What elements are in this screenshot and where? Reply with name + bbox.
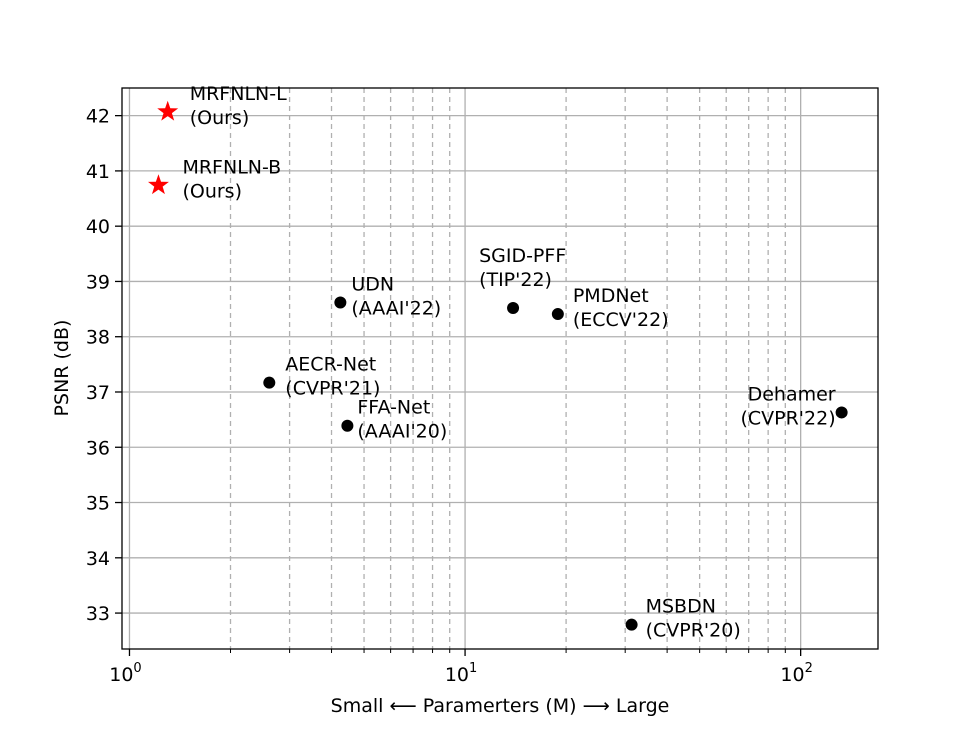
x-tick-label: 102 <box>780 661 812 686</box>
x-axis-label: Small ⟵ Paramerters (M) ⟶ Large <box>331 695 670 717</box>
y-tick-label: 33 <box>86 603 110 625</box>
point-note-mrfnln-b: (Ours) <box>182 180 242 202</box>
point-circle-udn <box>334 296 347 309</box>
x-tick-label: 100 <box>109 661 141 686</box>
y-tick-label: 38 <box>86 327 110 349</box>
point-note-sgid-pff: (TIP'22) <box>479 269 552 291</box>
x-tick-exponent: 1 <box>469 661 477 676</box>
point-label-msbdn: MSBDN <box>646 596 716 618</box>
plot-frame <box>121 87 879 650</box>
point-star-mrfnln-b <box>148 174 169 195</box>
point-label-pmdnet: PMDNet <box>573 285 649 307</box>
point-circle-aecr-net <box>263 376 276 389</box>
y-tick-label: 39 <box>86 271 110 293</box>
point-layer: MRFNLN-L(Ours)MRFNLN-B(Ours)UDN(AAAI'22)… <box>148 83 848 642</box>
x-tick-exponent: 0 <box>133 661 141 676</box>
point-note-msbdn: (CVPR'20) <box>646 620 741 642</box>
y-tick-label: 36 <box>86 437 110 459</box>
point-circle-msbdn <box>625 618 638 631</box>
x-tick-exponent: 2 <box>805 661 813 676</box>
y-tick-label: 41 <box>86 161 110 183</box>
point-note-aecr-net: (CVPR'21) <box>285 378 380 400</box>
point-note-dehamer: (CVPR'22) <box>740 407 835 429</box>
y-axis-label: PSNR (dB) <box>51 320 73 417</box>
point-circle-pmdnet <box>551 308 564 321</box>
point-note-mrfnln-l: (Ours) <box>190 107 250 129</box>
point-label-mrfnln-b: MRFNLN-B <box>182 156 281 178</box>
point-label-sgid-pff: SGID-PFF <box>479 245 566 267</box>
y-tick-label: 42 <box>86 106 110 128</box>
point-note-pmdnet: (ECCV'22) <box>573 309 669 331</box>
grid-layer <box>122 88 878 649</box>
point-label-aecr-net: AECR-Net <box>285 354 376 376</box>
point-circle-ffa-net <box>341 419 354 432</box>
y-tick-label: 37 <box>86 382 110 404</box>
y-tick-label: 40 <box>86 216 110 238</box>
point-label-ffa-net: FFA-Net <box>357 397 430 419</box>
point-label-dehamer: Dehamer <box>748 383 836 405</box>
x-tick-label: 101 <box>445 661 477 686</box>
point-note-udn: (AAAI'22) <box>351 297 441 319</box>
point-circle-dehamer <box>835 406 848 419</box>
point-star-mrfnln-l <box>157 100 179 121</box>
y-tick-label: 34 <box>86 548 110 570</box>
point-label-udn: UDN <box>351 273 394 295</box>
y-tick-label: 35 <box>86 493 110 515</box>
point-note-ffa-net: (AAAI'20) <box>357 421 447 443</box>
point-label-mrfnln-l: MRFNLN-L <box>190 83 287 105</box>
point-circle-sgid-pff <box>507 301 520 314</box>
plot-background <box>122 88 878 649</box>
